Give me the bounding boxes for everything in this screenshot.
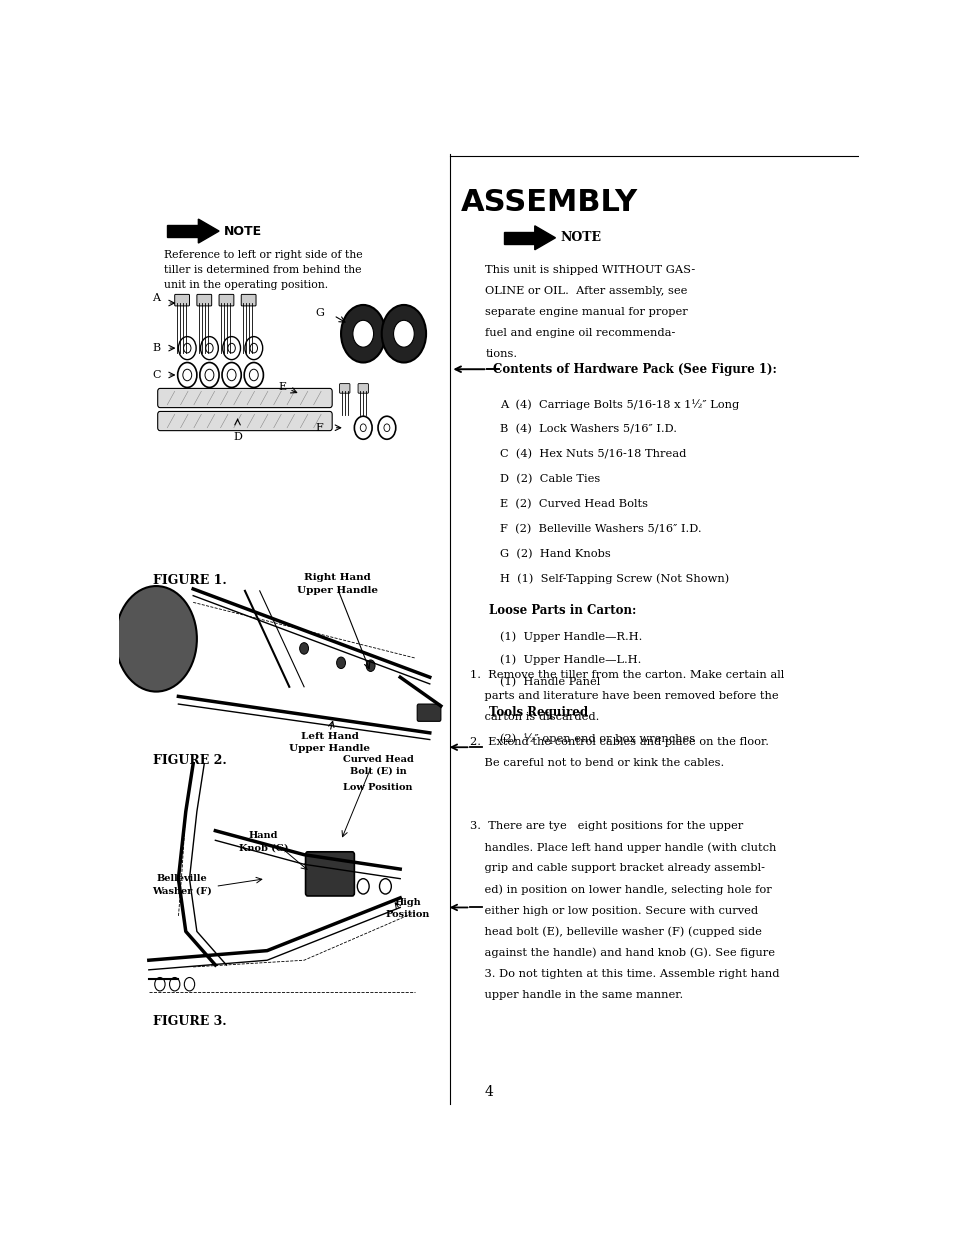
Text: G  (2)  Hand Knobs: G (2) Hand Knobs [499, 548, 610, 559]
Text: H  (1)  Self-Tapping Screw (Not Shown): H (1) Self-Tapping Screw (Not Shown) [499, 573, 728, 584]
FancyBboxPatch shape [157, 411, 332, 431]
Text: head bolt (E), belleville washer (F) (cupped side: head bolt (E), belleville washer (F) (cu… [470, 927, 761, 937]
Text: Left Hand: Left Hand [301, 731, 358, 741]
Circle shape [115, 586, 196, 692]
Text: FIGURE 3.: FIGURE 3. [152, 1015, 226, 1028]
Text: tions.: tions. [485, 349, 517, 359]
FancyBboxPatch shape [219, 294, 233, 307]
Text: Loose Parts in Carton:: Loose Parts in Carton: [488, 604, 636, 617]
Text: B: B [152, 343, 160, 353]
Text: This unit is shipped WITHOUT GAS-: This unit is shipped WITHOUT GAS- [485, 264, 695, 274]
Polygon shape [535, 226, 555, 249]
FancyBboxPatch shape [167, 226, 198, 237]
Text: Hand: Hand [249, 831, 278, 840]
Text: 3. Do not tighten at this time. Assemble right hand: 3. Do not tighten at this time. Assemble… [470, 969, 780, 979]
FancyBboxPatch shape [339, 384, 350, 394]
Text: either high or low position. Secure with curved: either high or low position. Secure with… [470, 906, 758, 916]
Text: F: F [314, 422, 322, 432]
FancyBboxPatch shape [357, 384, 368, 394]
FancyBboxPatch shape [241, 294, 255, 307]
Text: grip and cable support bracket already assembl-: grip and cable support bracket already a… [470, 863, 764, 873]
Text: D  (2)  Cable Ties: D (2) Cable Ties [499, 473, 599, 485]
Circle shape [336, 657, 345, 669]
Text: NOTE: NOTE [224, 224, 262, 238]
Text: 4: 4 [484, 1085, 493, 1099]
Text: C: C [152, 370, 161, 380]
FancyBboxPatch shape [174, 294, 190, 307]
Circle shape [394, 320, 414, 348]
Text: Tools Required: Tools Required [488, 706, 587, 719]
Text: High: High [394, 898, 420, 907]
Circle shape [299, 643, 308, 654]
FancyBboxPatch shape [416, 704, 440, 721]
Text: G: G [314, 308, 324, 318]
Text: Bolt (E) in: Bolt (E) in [350, 766, 406, 775]
Text: 3.  There are tуе   eight positions for the upper: 3. There are tуе eight positions for the… [470, 821, 743, 831]
Text: Curved Head: Curved Head [342, 755, 413, 764]
Text: F  (2)  Belleville Washers 5/16″ I.D.: F (2) Belleville Washers 5/16″ I.D. [499, 523, 700, 535]
Text: ASSEMBLY: ASSEMBLY [460, 188, 638, 217]
Text: D: D [233, 431, 242, 441]
Text: A  (4)  Carriage Bolts 5/16-18 x 1½″ Long: A (4) Carriage Bolts 5/16-18 x 1½″ Long [499, 399, 739, 410]
Text: Knob (G): Knob (G) [238, 844, 288, 852]
Text: FIGURE 1.: FIGURE 1. [152, 573, 226, 587]
Polygon shape [198, 219, 219, 243]
FancyBboxPatch shape [503, 232, 535, 244]
Text: Washer (F): Washer (F) [152, 886, 212, 896]
FancyBboxPatch shape [157, 389, 332, 407]
Text: Low Position: Low Position [343, 782, 413, 791]
Circle shape [366, 660, 375, 672]
Text: Upper Handle: Upper Handle [296, 586, 377, 596]
Text: E: E [278, 383, 286, 392]
Text: A: A [152, 293, 160, 303]
Text: carton is discarded.: carton is discarded. [470, 711, 599, 721]
Text: Reference to left or right side of the
tiller is determined from behind the
unit: Reference to left or right side of the t… [164, 250, 362, 290]
Circle shape [341, 305, 385, 363]
Text: OLINE or OIL.  After assembly, see: OLINE or OIL. After assembly, see [485, 285, 687, 295]
FancyBboxPatch shape [196, 294, 212, 307]
Text: 1.  Remove the tiller from the carton. Make certain all: 1. Remove the tiller from the carton. Ma… [470, 669, 784, 679]
Text: Belleville: Belleville [156, 875, 207, 883]
Text: ed) in position on lower handle, selecting hole for: ed) in position on lower handle, selecti… [470, 885, 771, 895]
Text: (2)  ½″ open end or box wrenches: (2) ½″ open end or box wrenches [499, 733, 695, 744]
Text: Position: Position [385, 911, 430, 920]
Text: (1)  Upper Handle—L.H.: (1) Upper Handle—L.H. [499, 654, 640, 664]
Text: against the handle) and hand knob (G). See figure: against the handle) and hand knob (G). S… [470, 948, 775, 958]
Text: (1)  Upper Handle—R.H.: (1) Upper Handle—R.H. [499, 632, 641, 642]
Text: (1)  Handle Panel: (1) Handle Panel [499, 678, 599, 688]
Text: FIGURE 2.: FIGURE 2. [152, 754, 226, 768]
Text: Be careful not to bend or kink the cables.: Be careful not to bend or kink the cable… [470, 758, 724, 768]
Text: NOTE: NOTE [560, 232, 601, 244]
Text: fuel and engine oil recommenda-: fuel and engine oil recommenda- [485, 328, 675, 338]
Text: parts and literature have been removed before the: parts and literature have been removed b… [470, 690, 779, 700]
Text: Right Hand: Right Hand [304, 573, 371, 582]
Text: separate engine manual for proper: separate engine manual for proper [485, 307, 687, 316]
Text: 2.  Extend the control cables and place on the floor.: 2. Extend the control cables and place o… [470, 736, 769, 746]
Text: B  (4)  Lock Washers 5/16″ I.D.: B (4) Lock Washers 5/16″ I.D. [499, 424, 677, 434]
Text: C  (4)  Hex Nuts 5/16-18 Thread: C (4) Hex Nuts 5/16-18 Thread [499, 449, 685, 460]
Text: upper handle in the same manner.: upper handle in the same manner. [470, 991, 683, 1001]
Text: Contents of Hardware Pack (See Figure 1):: Contents of Hardware Pack (See Figure 1)… [492, 363, 776, 376]
FancyBboxPatch shape [305, 852, 354, 896]
Circle shape [381, 305, 426, 363]
Circle shape [353, 320, 374, 348]
Text: E  (2)  Curved Head Bolts: E (2) Curved Head Bolts [499, 498, 647, 510]
Text: handles. Place left hand upper handle (with clutch: handles. Place left hand upper handle (w… [470, 842, 776, 852]
Text: Upper Handle: Upper Handle [289, 744, 370, 754]
